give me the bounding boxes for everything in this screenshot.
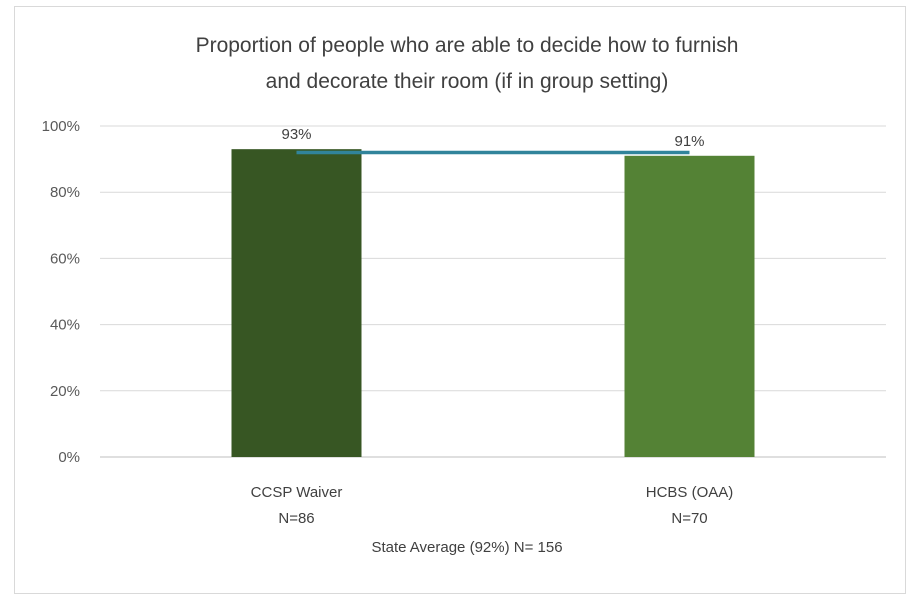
y-tick-label: 60% xyxy=(50,250,80,267)
x-tick-label: CCSP Waiver xyxy=(251,484,343,501)
chart-title-line-2: and decorate their room (if in group set… xyxy=(266,70,669,93)
y-tick-label: 100% xyxy=(42,118,80,135)
x-axis-title: State Average (92%) N= 156 xyxy=(371,539,562,556)
bars xyxy=(232,149,755,457)
y-tick-label: 20% xyxy=(50,383,80,400)
y-tick-label: 0% xyxy=(58,449,80,466)
data-label: 91% xyxy=(674,133,704,150)
y-tick-label: 40% xyxy=(50,317,80,334)
chart-title-line-1: Proportion of people who are able to dec… xyxy=(196,34,739,57)
gridlines xyxy=(100,126,886,457)
x-tick-label: HCBS (OAA) xyxy=(646,484,734,501)
y-axis-labels: 0% 20% 40% 60% 80% 100% xyxy=(42,118,80,466)
data-labels: 93% 91% xyxy=(281,126,704,150)
data-label: 93% xyxy=(281,126,311,143)
x-axis-labels: CCSP Waiver N=86 HCBS (OAA) N=70 xyxy=(251,484,734,527)
bar xyxy=(232,149,362,457)
y-tick-label: 80% xyxy=(50,184,80,201)
x-tick-sublabel: N=70 xyxy=(671,510,707,527)
bar xyxy=(625,156,755,457)
x-tick-sublabel: N=86 xyxy=(278,510,314,527)
